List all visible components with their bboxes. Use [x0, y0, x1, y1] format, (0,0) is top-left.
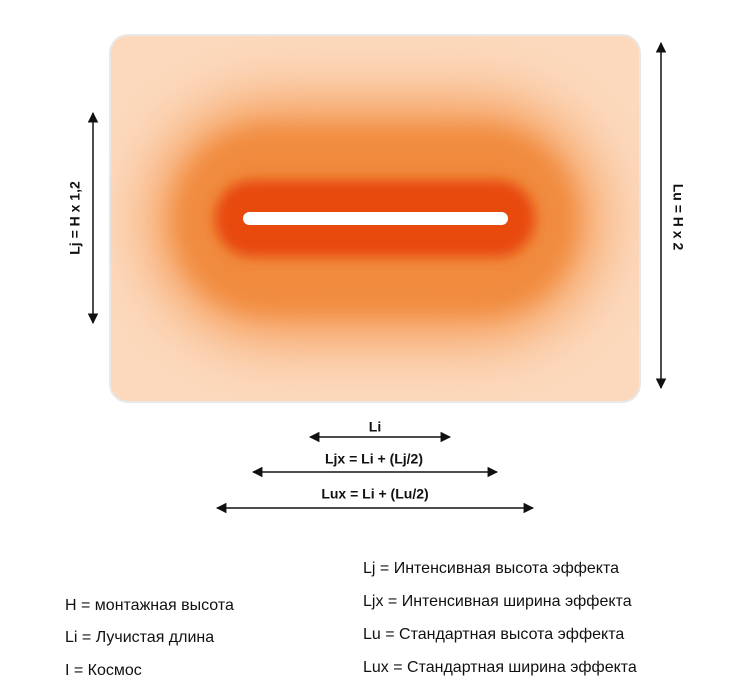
legend-item: I = Космос — [65, 662, 142, 679]
legend-item: Lj = Интенсивная высота эффекта — [363, 560, 619, 577]
dimension-label: Lj = H x 1,2 — [67, 181, 83, 255]
legend-item: H = монтажная высота — [65, 597, 234, 614]
light-panel — [109, 34, 641, 403]
dimension-label: Lux = Li + (Lu/2) — [321, 486, 428, 502]
dimension-label: Ljx = Li + (Lj/2) — [325, 451, 423, 467]
legend-item: Li = Лучистая длина — [65, 629, 214, 646]
legend-item: Lu = Стандартная высота эффекта — [363, 626, 624, 643]
legend-item: Lux = Стандартная ширина эффекта — [363, 659, 637, 676]
dimension-label: Li — [369, 419, 381, 435]
dimension-label: Lu = H x 2 — [670, 184, 686, 251]
legend-item: Ljx = Интенсивная ширина эффекта — [363, 593, 632, 610]
